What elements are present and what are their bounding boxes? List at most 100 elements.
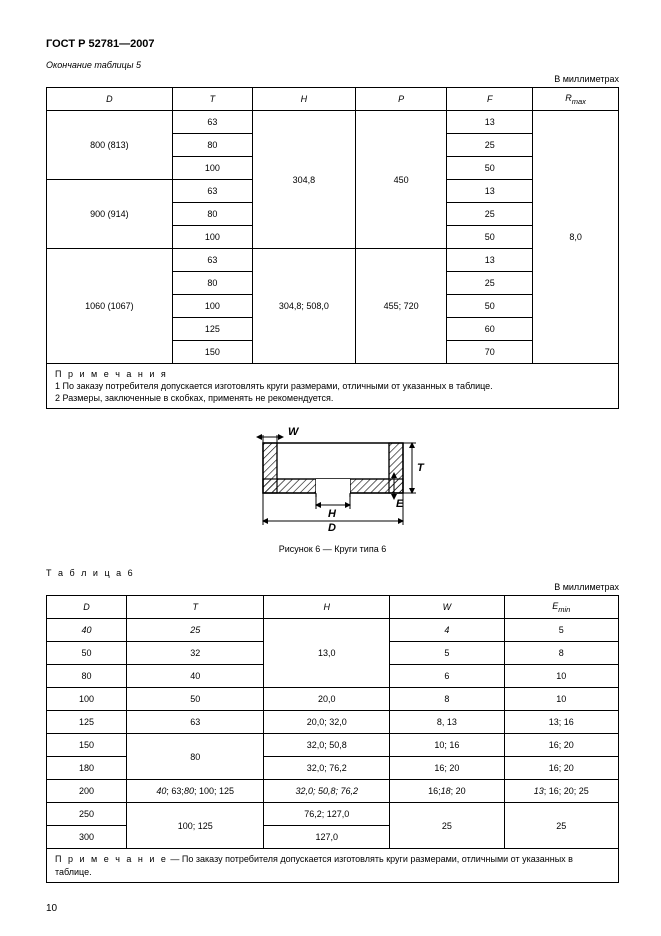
- cell: 80: [127, 734, 264, 780]
- cell: 125: [47, 711, 127, 734]
- table-row: 100 50 20,0 8 10: [47, 688, 619, 711]
- cell: 32: [127, 642, 264, 665]
- table6-notes: П р и м е ч а н и е — По заказу потребит…: [46, 849, 619, 882]
- cell-T: 100: [172, 295, 252, 318]
- cell: 16; 20: [504, 757, 618, 780]
- cell-F: 13: [447, 180, 533, 203]
- cell: 10; 16: [390, 734, 504, 757]
- cell-T: 80: [172, 203, 252, 226]
- col-T: T: [127, 596, 264, 619]
- cell: 200: [47, 780, 127, 803]
- cell: 32,0; 76,2: [264, 757, 390, 780]
- cell: 10: [504, 665, 618, 688]
- cell-D: 900 (914): [47, 180, 173, 249]
- cell: 8: [390, 688, 504, 711]
- cell-F: 25: [447, 134, 533, 157]
- cell-T: 150: [172, 341, 252, 364]
- cell: 25: [504, 803, 618, 849]
- table6-unit: В миллиметрах: [46, 582, 619, 592]
- cell: 20,0; 32,0: [264, 711, 390, 734]
- cell-Rmax: 8,0: [533, 111, 619, 364]
- cell: 127,0: [264, 826, 390, 849]
- table5-caption: Окончание таблицы 5: [46, 60, 619, 70]
- cell-T: 63: [172, 111, 252, 134]
- cell: 100; 125: [127, 803, 264, 849]
- cell: 250: [47, 803, 127, 826]
- cell-H: 304,8: [252, 111, 355, 249]
- cell: 8, 13: [390, 711, 504, 734]
- col-F: F: [447, 88, 533, 111]
- cell: 16; 20: [390, 757, 504, 780]
- col-D: D: [47, 88, 173, 111]
- table6-label: Т а б л и ц а 6: [46, 568, 619, 578]
- cell-F: 60: [447, 318, 533, 341]
- table-row: 125 63 20,0; 32,0 8, 13 13; 16: [47, 711, 619, 734]
- cell: 180: [47, 757, 127, 780]
- cell: 300: [47, 826, 127, 849]
- cell: 50: [47, 642, 127, 665]
- cell: 13; 16; 20; 25: [504, 780, 618, 803]
- cell: 32,0; 50,8; 76,2: [264, 780, 390, 803]
- cell-F: 70: [447, 341, 533, 364]
- cell: 100: [47, 688, 127, 711]
- cell-D: 1060 (1067): [47, 249, 173, 364]
- cell: 25: [390, 803, 504, 849]
- cell-T: 80: [172, 134, 252, 157]
- cell: 10: [504, 688, 618, 711]
- col-H: H: [264, 596, 390, 619]
- cell: 16; 20: [504, 734, 618, 757]
- cell-T: 63: [172, 249, 252, 272]
- table-row: 250 100; 125 76,2; 127,0 25 25: [47, 803, 619, 826]
- table-row: 40 25 13,0 4 5: [47, 619, 619, 642]
- cell: 5: [504, 619, 618, 642]
- col-D: D: [47, 596, 127, 619]
- cell: 63: [127, 711, 264, 734]
- cell-F: 50: [447, 226, 533, 249]
- table-row: 800 (813) 63 304,8 450 13 8,0: [47, 111, 619, 134]
- cell: 20,0: [264, 688, 390, 711]
- cell: 8: [504, 642, 618, 665]
- cell: 76,2; 127,0: [264, 803, 390, 826]
- cell-D: 800 (813): [47, 111, 173, 180]
- table5-notes: П р и м е ч а н и я 1 По заказу потребит…: [46, 364, 619, 409]
- cell-T: 80: [172, 272, 252, 295]
- note-line: 1 По заказу потребителя допускается изго…: [55, 381, 493, 391]
- col-Rmax: Rmax: [533, 88, 619, 111]
- label-D: D: [328, 522, 336, 533]
- cell: 40: [47, 619, 127, 642]
- cell: 40: [127, 665, 264, 688]
- label-T: T: [417, 462, 425, 474]
- label-H: H: [328, 508, 337, 520]
- cell: 13,0: [264, 619, 390, 688]
- note-line: 2 Размеры, заключенные в скобках, примен…: [55, 393, 333, 403]
- figure6-svg: W T E H D: [228, 423, 438, 533]
- cell: 25: [127, 619, 264, 642]
- cell: 50: [127, 688, 264, 711]
- cell-T: 100: [172, 157, 252, 180]
- col-H: H: [252, 88, 355, 111]
- cell: 40; 63;80; 100; 125: [127, 780, 264, 803]
- cell-F: 13: [447, 249, 533, 272]
- notes-title: П р и м е ч а н и я: [55, 369, 168, 379]
- table-row: 200 40; 63;80; 100; 125 32,0; 50,8; 76,2…: [47, 780, 619, 803]
- cell: 6: [390, 665, 504, 688]
- table5-header-row: D T H P F Rmax: [47, 88, 619, 111]
- table-row: 150 80 32,0; 50,8 10; 16 16; 20: [47, 734, 619, 757]
- col-P: P: [355, 88, 447, 111]
- figure6: W T E H D: [46, 423, 619, 536]
- cell: 5: [390, 642, 504, 665]
- cell: 13; 16: [504, 711, 618, 734]
- cell: 80: [47, 665, 127, 688]
- cell-F: 25: [447, 272, 533, 295]
- cell-F: 50: [447, 295, 533, 318]
- cell-H: 304,8; 508,0: [252, 249, 355, 364]
- col-Emin: Emin: [504, 596, 618, 619]
- note-title: П р и м е ч а н и е: [55, 854, 168, 864]
- cell: 16;18; 20: [390, 780, 504, 803]
- cell-F: 13: [447, 111, 533, 134]
- cell: 4: [390, 619, 504, 642]
- col-W: W: [390, 596, 504, 619]
- label-W: W: [288, 426, 300, 438]
- cell-F: 25: [447, 203, 533, 226]
- table6-header-row: D T H W Emin: [47, 596, 619, 619]
